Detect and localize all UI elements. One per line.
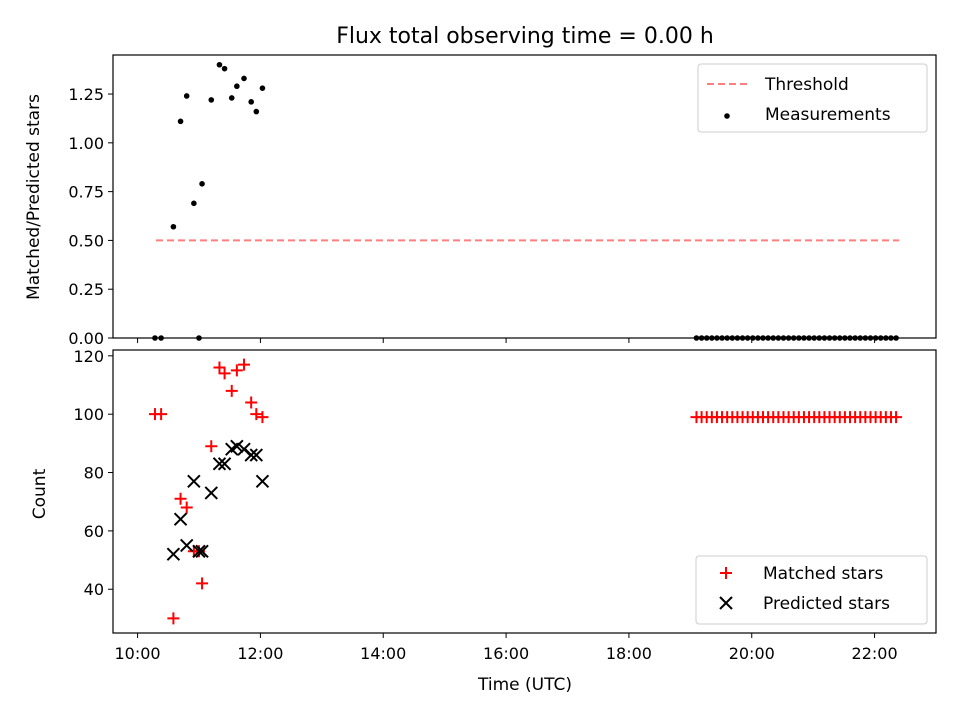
legend-predicted-label: Predicted stars	[763, 594, 890, 614]
chart-title: Flux total observing time = 0.00 h	[336, 24, 714, 49]
bottom-axes-frame	[112, 349, 937, 634]
predicted-star-point	[217, 457, 232, 471]
bottom-marks	[148, 358, 903, 625]
measurement-point	[259, 85, 266, 91]
x-axis-label: Time (UTC)	[477, 675, 572, 695]
top-y-axis-label: Matched/Predicted stars	[24, 94, 44, 300]
bottom-x-tick-label: 16:00	[483, 644, 529, 663]
top-axes-frame	[112, 54, 937, 339]
bottom-y-tick-label: 120	[73, 347, 104, 366]
bottom-x-tick-label: 12:00	[237, 644, 283, 663]
predicted-star-point	[173, 512, 188, 526]
top-legend: Threshold Measurements	[697, 63, 928, 133]
predicted-star-point	[195, 544, 209, 559]
matched-star-point	[174, 492, 187, 505]
top-y-tick-label: 0.50	[68, 231, 104, 250]
measurement-point	[221, 65, 228, 72]
top-y-tick-label: 0.75	[68, 183, 104, 202]
matched-star-point	[238, 358, 251, 371]
predicted-star-point	[244, 448, 258, 462]
matched-star-point	[245, 396, 258, 409]
top-y-ticks: 0.00 0.25 0.50 0.75 1.00 1.25	[68, 85, 113, 348]
measurement-point	[183, 93, 190, 99]
matched-star-point	[225, 384, 238, 397]
bottom-x-tick-label: 20:00	[729, 644, 775, 663]
top-x-tick-marks	[137, 338, 876, 343]
top-y-tick-label: 1.00	[68, 134, 104, 153]
bottom-x-tick-label: 10:00	[115, 644, 161, 663]
measurement-point	[241, 75, 247, 82]
legend-measurements-label: Measurements	[765, 105, 891, 125]
bottom-y-tick-label: 40	[84, 580, 104, 599]
matched-star-point	[180, 501, 193, 514]
legend-predicted-swatch	[719, 596, 733, 610]
matched-star-point	[196, 577, 209, 590]
top-y-tick-label: 0.25	[68, 280, 104, 299]
bottom-x-ticks: 10:00 12:00 14:00 16:00 18:00 20:00 22:00	[115, 633, 898, 663]
measurement-point	[234, 83, 240, 90]
predicted-star-point	[166, 547, 181, 561]
predicted-star-point	[204, 486, 218, 500]
predicted-star-point	[212, 457, 227, 471]
predicted-star-point	[192, 544, 206, 559]
measurement-point	[170, 223, 177, 230]
matched-star-point	[218, 367, 231, 380]
measurement-point	[228, 95, 235, 101]
top-legend-box	[697, 63, 928, 133]
matched-star-point	[213, 361, 226, 374]
measurement-point	[216, 61, 223, 68]
top-panel: 0.00 0.25 0.50 0.75 1.00 1.25 Matched/Predict…	[24, 54, 937, 348]
matched-star-point	[890, 411, 903, 424]
measurement-point	[199, 181, 205, 187]
bottom-y-tick-label: 80	[84, 464, 104, 483]
legend-matched-swatch	[720, 567, 732, 579]
matched-star-point	[256, 411, 269, 424]
bottom-y-tick-label: 100	[73, 405, 104, 424]
top-y-tick-label: 0.00	[68, 329, 104, 348]
matched-star-point	[230, 364, 243, 377]
legend-threshold-label: Threshold	[764, 75, 849, 95]
predicted-star-point	[179, 538, 194, 553]
matched-star-point	[155, 408, 168, 421]
measurement-point	[248, 99, 254, 105]
bottom-y-tick-label: 60	[84, 522, 104, 541]
measurement-point	[208, 97, 215, 103]
legend-measurements-swatch	[724, 113, 730, 119]
bottom-legend-box	[695, 555, 928, 625]
top-y-tick-label: 1.25	[68, 85, 104, 104]
measurement-point	[253, 108, 260, 115]
matched-star-point	[250, 408, 263, 421]
predicted-star-point	[187, 474, 201, 488]
bottom-x-tick-label: 22:00	[852, 644, 898, 663]
predicted-star-point	[230, 439, 244, 453]
bottom-y-axis-label: Count	[30, 468, 50, 519]
bottom-x-tick-label: 18:00	[606, 644, 652, 663]
predicted-star-point	[255, 474, 270, 488]
measurement-point	[177, 118, 184, 125]
matched-star-point	[167, 612, 180, 625]
bottom-panel: 40 60 80 100 120 10:00 12:00 14:00 16:00 18:00 20…	[30, 347, 937, 695]
bottom-legend: Matched stars Predicted stars	[695, 555, 928, 625]
matched-star-point	[205, 440, 218, 453]
predicted-star-point	[249, 448, 264, 462]
top-marks	[152, 61, 900, 341]
legend-matched-label: Matched stars	[763, 564, 883, 584]
measurement-point	[191, 200, 197, 207]
bottom-x-tick-label: 14:00	[360, 644, 406, 663]
bottom-y-ticks: 40 60 80 100 120	[73, 347, 113, 599]
